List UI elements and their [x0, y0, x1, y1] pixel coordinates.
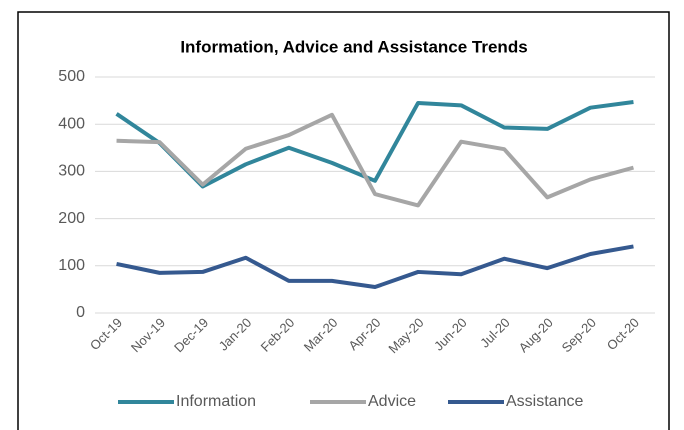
legend-label: Assistance	[506, 393, 583, 410]
chart-title: Information, Advice and Assistance Trend…	[180, 37, 527, 56]
y-tick-label: 500	[58, 68, 85, 85]
y-tick-label: 0	[76, 304, 85, 321]
legend-label: Information	[176, 393, 256, 410]
y-tick-label: 300	[58, 163, 85, 180]
frame	[17, 11, 670, 430]
line-series	[116, 244, 634, 290]
y-tick-label: 100	[58, 257, 85, 274]
y-tick-label: 400	[58, 115, 85, 132]
y-tick-label: 200	[58, 210, 85, 227]
legend-label: Advice	[368, 393, 416, 410]
line-series	[116, 112, 634, 208]
